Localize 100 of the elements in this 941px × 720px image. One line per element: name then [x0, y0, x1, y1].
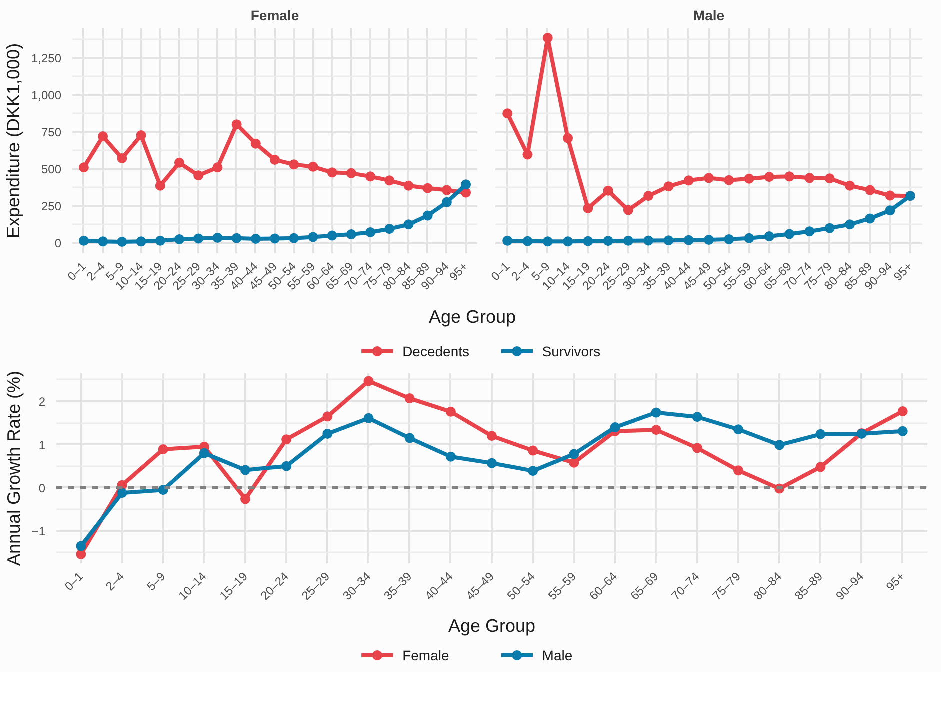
point: [346, 168, 356, 178]
point: [610, 422, 620, 432]
legend-label: Decedents: [402, 344, 470, 360]
y-tick-label: 1,250: [31, 52, 62, 66]
point: [308, 162, 318, 172]
point: [885, 190, 896, 201]
point: [155, 236, 166, 246]
point: [487, 431, 497, 442]
point: [117, 488, 128, 498]
x-axis-title: Age Group: [448, 616, 536, 636]
point: [212, 162, 223, 173]
y-tick-label: 2: [38, 395, 46, 410]
point: [282, 434, 292, 445]
point: [563, 133, 574, 144]
point: [704, 173, 714, 184]
point: [461, 180, 472, 190]
point: [569, 458, 580, 468]
point: [194, 234, 204, 244]
point: [764, 231, 774, 242]
y-axis-title: Expenditure (DKK1,000): [3, 43, 24, 239]
point: [804, 173, 815, 184]
point: [865, 185, 876, 196]
point: [282, 461, 292, 472]
point: [804, 226, 815, 237]
x-axis-title: Age Group: [428, 306, 516, 329]
point: [322, 412, 333, 422]
point: [76, 541, 86, 552]
y-axis-title: Annual Growth Rate (%): [4, 370, 24, 566]
point: [270, 154, 280, 165]
point: [446, 452, 456, 462]
point: [404, 180, 414, 191]
point: [623, 236, 634, 246]
point: [78, 162, 89, 173]
point: [784, 229, 795, 240]
point: [764, 172, 774, 182]
point: [384, 176, 395, 186]
point: [542, 236, 553, 247]
point: [644, 236, 654, 246]
point: [528, 446, 538, 456]
point: [250, 234, 261, 244]
y-tick-label: 250: [41, 200, 62, 214]
point: [684, 176, 694, 186]
point: [542, 32, 553, 43]
point: [684, 235, 694, 246]
point: [704, 235, 714, 246]
point: [232, 120, 242, 130]
point: [240, 494, 250, 504]
point: [155, 180, 166, 191]
legend-label: Female: [402, 648, 450, 664]
point: [816, 462, 826, 472]
point: [898, 426, 908, 436]
point: [487, 458, 497, 468]
legend-label: Male: [542, 648, 573, 664]
point: [158, 444, 168, 454]
point: [322, 428, 333, 439]
point: [327, 168, 338, 178]
x-tick-label: 2–4: [103, 569, 128, 594]
point: [442, 185, 452, 196]
point: [404, 394, 415, 404]
point: [404, 220, 414, 230]
point: [194, 170, 204, 181]
point: [563, 236, 574, 247]
point: [664, 182, 674, 192]
point: [824, 223, 835, 234]
y-tick-label: 1: [38, 438, 46, 452]
point: [528, 466, 538, 476]
point: [724, 234, 734, 244]
point: [522, 236, 533, 246]
y-tick-label: 0: [54, 236, 62, 251]
point: [784, 172, 795, 182]
point: [366, 172, 376, 182]
point: [250, 138, 261, 149]
point: [289, 233, 300, 244]
point: [117, 236, 128, 247]
point: [364, 413, 374, 424]
y-tick-label: −1: [32, 524, 46, 539]
point: [885, 206, 896, 216]
x-tick-label: 5–9: [144, 569, 168, 594]
chart-title: Male: [693, 8, 725, 24]
point: [308, 232, 318, 242]
point: [384, 224, 395, 234]
point: [98, 132, 108, 142]
point: [692, 412, 702, 422]
y-tick-label: 1,000: [31, 88, 62, 103]
point: [240, 465, 250, 476]
point: [270, 234, 280, 244]
point: [422, 210, 433, 221]
point: [422, 183, 433, 194]
point: [364, 376, 374, 386]
point: [724, 175, 734, 186]
point: [289, 160, 300, 170]
y-tick-label: 750: [41, 126, 62, 140]
point: [174, 158, 184, 168]
point: [898, 406, 908, 416]
x-tick-label: 95+: [884, 570, 908, 594]
point: [824, 174, 835, 184]
point: [98, 236, 108, 247]
point: [692, 443, 702, 454]
point: [502, 108, 513, 119]
point: [199, 448, 210, 458]
